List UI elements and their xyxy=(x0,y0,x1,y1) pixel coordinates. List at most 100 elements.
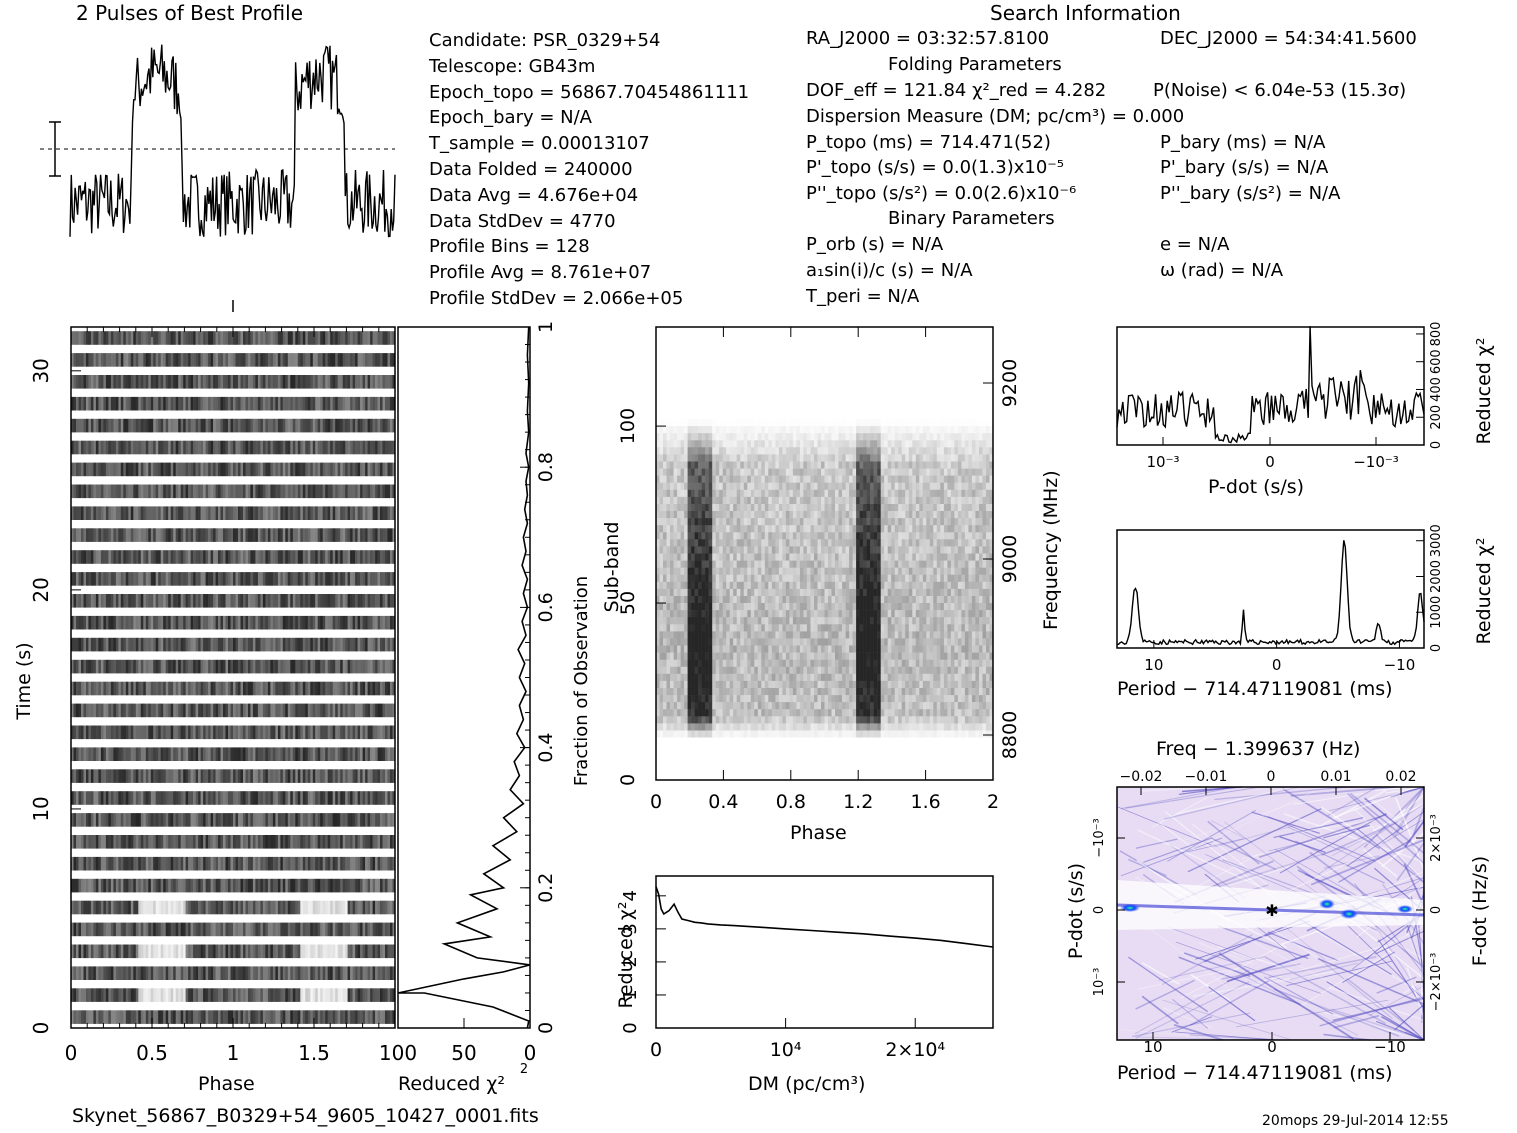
time-band-cell xyxy=(130,681,134,696)
time-band-cell xyxy=(140,944,144,959)
time-band-cell xyxy=(213,506,216,520)
time-band-cell xyxy=(382,703,386,718)
time-band-cell xyxy=(245,594,249,608)
subband-cell xyxy=(943,362,948,370)
time-band-cell xyxy=(355,396,358,411)
time-band-cell xyxy=(73,769,77,783)
time-band-cell xyxy=(113,637,117,652)
subband-cell xyxy=(933,341,938,349)
time-band-cell xyxy=(125,725,129,740)
time-band-cell xyxy=(83,528,87,542)
time-band-cell xyxy=(240,440,244,455)
time-band-cell xyxy=(76,528,79,542)
time-band-cell xyxy=(262,550,266,564)
time-band-cell xyxy=(357,528,361,542)
time-band-cell xyxy=(180,966,184,980)
subband-cell xyxy=(964,355,969,363)
time-phase-xtick-label: 0 xyxy=(65,1041,78,1065)
time-band-cell xyxy=(305,331,309,345)
time-band-cell xyxy=(362,528,366,542)
subband-cell xyxy=(979,341,983,349)
time-band-cell xyxy=(123,791,127,805)
time-band-cell xyxy=(103,594,107,608)
time-band-cell xyxy=(178,835,181,849)
time-band-cell xyxy=(360,703,363,718)
time-band-cell xyxy=(78,375,82,389)
time-band-cell xyxy=(262,856,266,871)
subband-cell xyxy=(708,369,713,377)
time-band-cell xyxy=(285,637,289,652)
time-band-cell xyxy=(173,813,176,827)
time-band-cell xyxy=(300,462,304,477)
time-band-cell xyxy=(108,681,112,696)
time-band-cell xyxy=(322,835,326,849)
time-band-cell xyxy=(138,966,142,980)
time-band-cell xyxy=(243,506,246,520)
time-band-cell xyxy=(71,550,74,564)
time-band-cell xyxy=(158,418,161,433)
time-band-cell xyxy=(138,484,142,499)
time-band-cell xyxy=(90,835,94,849)
time-band-cell xyxy=(120,900,124,915)
time-band-cell xyxy=(377,703,381,718)
time-band-cell xyxy=(86,353,89,367)
time-band-cell xyxy=(223,856,226,871)
time-band-cell xyxy=(297,418,301,433)
time-band-cell xyxy=(71,615,74,630)
time-band-cell xyxy=(143,747,147,761)
time-band-cell xyxy=(83,791,87,805)
time-band-cell xyxy=(257,922,261,937)
time-band-cell xyxy=(190,922,194,937)
time-band-cell xyxy=(215,462,219,477)
time-band-cell xyxy=(375,353,378,367)
time-band-cell xyxy=(287,681,291,696)
time-band-cell xyxy=(198,528,201,542)
time-band-cell xyxy=(71,484,74,499)
time-band-cell xyxy=(280,747,284,761)
subband-cell xyxy=(986,327,990,335)
time-band-cell xyxy=(155,813,159,827)
time-band-cell xyxy=(335,988,338,1002)
subband-cell xyxy=(698,327,702,335)
time-band-cell xyxy=(342,528,346,542)
time-band-cell xyxy=(285,659,289,674)
time-band-cell xyxy=(243,944,246,959)
time-band-cell xyxy=(332,835,336,849)
subband-cell xyxy=(852,334,857,342)
time-band-cell xyxy=(315,550,318,564)
subband-cell xyxy=(852,348,857,356)
time-band-cell xyxy=(275,375,279,389)
time-band-cell xyxy=(372,440,376,455)
time-band-cell xyxy=(233,725,236,740)
time-band-cell xyxy=(297,331,301,345)
time-band-cell xyxy=(110,769,114,783)
time-band-cell xyxy=(78,484,82,499)
time-band-cell xyxy=(93,922,97,937)
time-band-cell xyxy=(250,769,254,783)
time-band-cell xyxy=(118,353,122,367)
time-band-cell xyxy=(218,922,221,937)
time-band-cell xyxy=(340,681,343,696)
subband-cell xyxy=(989,327,994,335)
time-band-cell xyxy=(230,528,234,542)
time-band-cell xyxy=(300,966,304,980)
time-band-cell xyxy=(128,484,132,499)
time-band-cell xyxy=(337,813,341,827)
time-band-cell xyxy=(292,900,296,915)
time-band-cell xyxy=(277,594,281,608)
time-band-cell xyxy=(115,572,119,586)
time-band-cell xyxy=(100,506,104,520)
time-band-cell xyxy=(382,856,386,871)
time-band-cell xyxy=(138,878,142,893)
time-band-cell xyxy=(118,900,122,915)
time-band-cell xyxy=(248,506,251,520)
time-band-cell xyxy=(105,769,109,783)
time-band-cell xyxy=(355,681,358,696)
time-band-cell xyxy=(113,659,117,674)
subband-cell xyxy=(817,362,822,370)
time-band-cell xyxy=(110,462,114,477)
subband-cell xyxy=(877,341,882,349)
time-band-cell xyxy=(225,615,229,630)
time-band-cell xyxy=(213,550,216,564)
time-band-cell xyxy=(335,528,338,542)
